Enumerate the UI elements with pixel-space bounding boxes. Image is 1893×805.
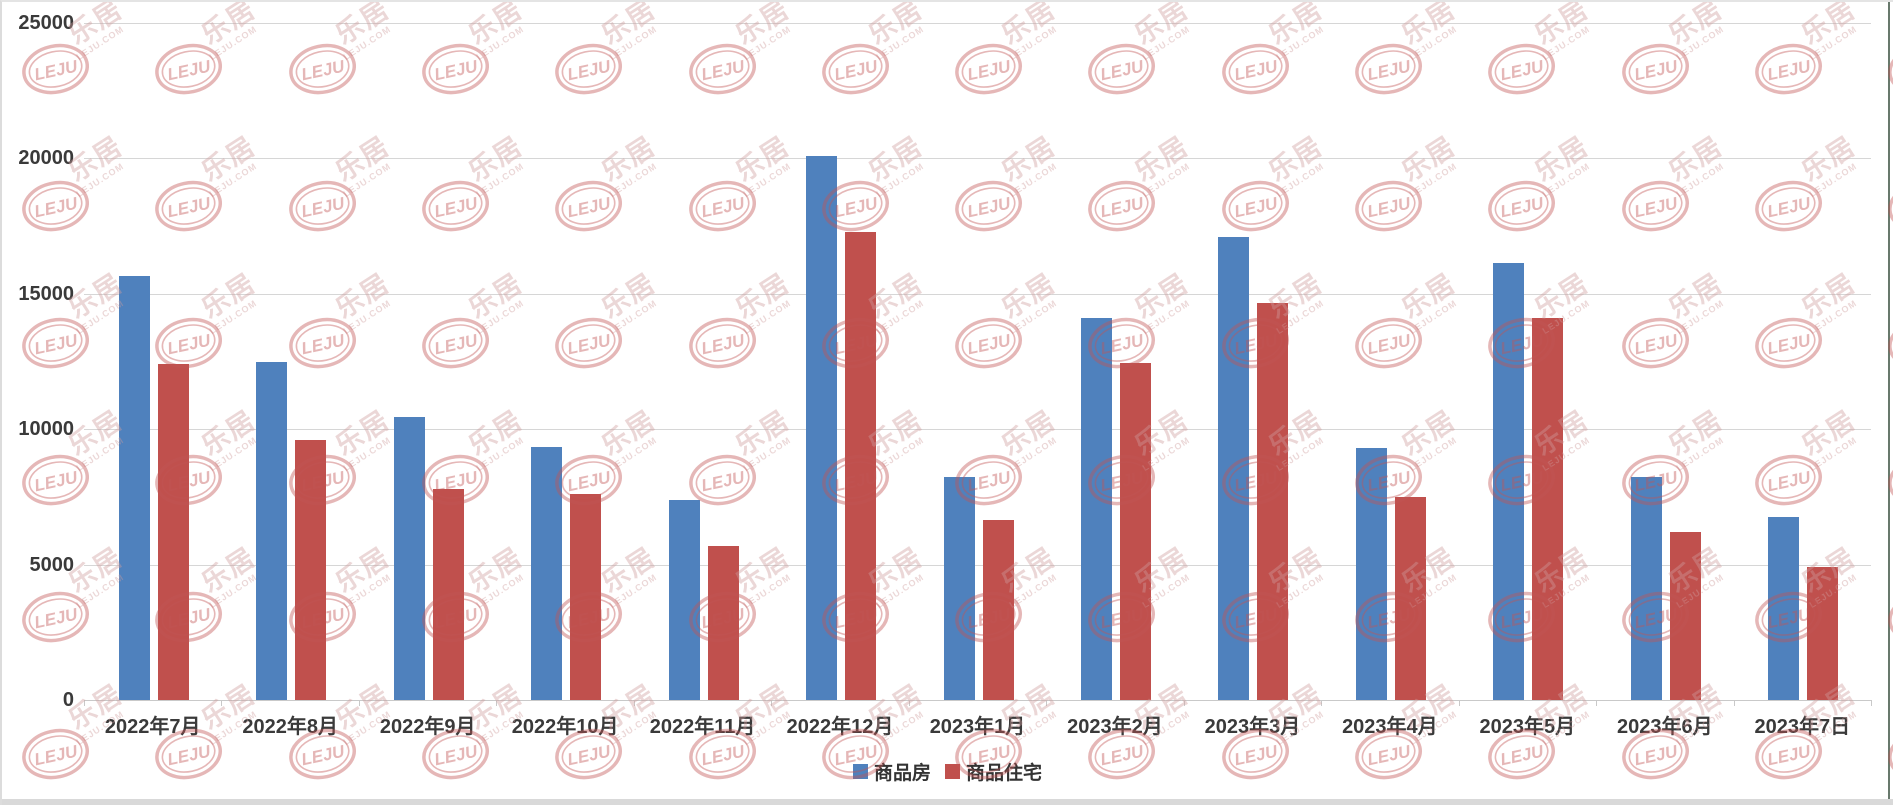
bar-商品房-2023年6月[interactable] xyxy=(1630,476,1662,700)
y-tick-label-15000: 15000 xyxy=(18,282,74,305)
gridline-15000 xyxy=(84,293,1871,295)
gridline-20000 xyxy=(84,158,1871,160)
svg-text:LEJU: LEJU xyxy=(33,605,80,633)
x-axis-tick xyxy=(1183,700,1185,706)
svg-text:LEJU: LEJU xyxy=(33,57,80,85)
bar-商品房-2023年4月[interactable] xyxy=(1355,448,1387,700)
y-tick-label-10000: 10000 xyxy=(18,418,74,441)
x-axis-tick xyxy=(633,700,635,706)
bar-商品住宅-2023年2月[interactable] xyxy=(1119,362,1151,700)
x-axis-tick xyxy=(1596,700,1598,706)
x-tick-label-2022年12月: 2022年12月 xyxy=(786,716,894,738)
gridline-0 xyxy=(84,700,1871,701)
bar-商品住宅-2023年4月[interactable] xyxy=(1394,496,1426,700)
bar-商品房-2023年3月[interactable] xyxy=(1218,236,1250,700)
chart-legend: 商品房 商品住宅 xyxy=(2,758,1893,785)
svg-text:LEJU: LEJU xyxy=(33,468,80,496)
x-tick-label-2023年6月: 2023年6月 xyxy=(1616,716,1713,738)
leju-logo-icon: LEJU xyxy=(1881,446,1893,518)
bar-商品房-2022年12月[interactable] xyxy=(806,155,838,700)
bar-商品住宅-2022年11月[interactable] xyxy=(707,545,739,700)
bar-商品房-2022年8月[interactable] xyxy=(256,361,288,700)
x-tick-label-2022年7月: 2022年7月 xyxy=(104,716,201,738)
leju-logo-icon: LEJU xyxy=(1881,309,1893,381)
legend-item-商品房[interactable]: 商品房 xyxy=(852,758,931,785)
bar-商品房-2023年5月[interactable] xyxy=(1493,262,1525,700)
bar-商品住宅-2022年7月[interactable] xyxy=(157,364,189,700)
bar-商品房-2023年1月[interactable] xyxy=(943,476,975,700)
bar-商品住宅-2022年9月[interactable] xyxy=(432,488,464,700)
x-tick-label-2023年3月: 2023年3月 xyxy=(1204,716,1301,738)
x-axis-tick xyxy=(221,700,223,706)
bar-商品住宅-2022年10月[interactable] xyxy=(570,494,602,700)
x-axis-tick xyxy=(908,700,910,706)
bar-商品住宅-2023年5月[interactable] xyxy=(1532,318,1564,700)
bar-商品房-2022年11月[interactable] xyxy=(668,499,700,700)
legend-swatch-icon xyxy=(945,764,960,779)
y-tick-label-25000: 25000 xyxy=(18,12,74,34)
x-tick-label-2022年8月: 2022年8月 xyxy=(242,716,338,738)
bar-商品住宅-2022年8月[interactable] xyxy=(295,440,327,700)
bar-商品住宅-2023年6月[interactable] xyxy=(1669,532,1701,700)
bar-商品住宅-2023年3月[interactable] xyxy=(1257,303,1289,700)
legend-label: 商品房 xyxy=(873,763,931,784)
legend-swatch-icon xyxy=(852,764,868,779)
bar-商品房-2022年7月[interactable] xyxy=(118,276,150,700)
y-tick-label-5000: 5000 xyxy=(29,553,75,576)
bar-商品住宅-2022年12月[interactable] xyxy=(845,231,877,700)
x-axis-tick xyxy=(84,700,85,706)
y-tick-label-20000: 20000 xyxy=(18,147,74,170)
x-axis-tick xyxy=(358,700,360,706)
x-tick-label-2022年11月: 2022年11月 xyxy=(649,716,756,738)
x-axis-tick xyxy=(1046,700,1048,706)
x-tick-label-2023年5月: 2023年5月 xyxy=(1479,716,1576,738)
bar-商品住宅-2023年1月[interactable] xyxy=(982,519,1014,700)
bar-商品住宅-2023年7日[interactable] xyxy=(1807,567,1839,700)
leju-logo-icon: LEJU xyxy=(1881,172,1893,244)
x-tick-label-2023年4月: 2023年4月 xyxy=(1342,716,1438,738)
legend-item-商品住宅[interactable]: 商品住宅 xyxy=(945,758,1042,785)
svg-text:LEJU: LEJU xyxy=(33,331,80,359)
leju-logo-icon: LEJU xyxy=(1881,35,1893,107)
x-axis-tick xyxy=(1733,700,1735,706)
bar-商品房-2022年10月[interactable] xyxy=(531,446,563,700)
x-tick-label-2022年10月: 2022年10月 xyxy=(511,716,619,738)
bar-商品房-2023年2月[interactable] xyxy=(1080,318,1112,700)
bar-商品房-2023年7日[interactable] xyxy=(1768,517,1800,700)
x-axis-tick xyxy=(1871,700,1872,706)
leju-logo-icon: LEJU xyxy=(1881,583,1893,655)
window-bottom-edge xyxy=(2,799,1893,805)
x-tick-label-2023年1月: 2023年1月 xyxy=(929,716,1026,738)
x-tick-label-2023年7日: 2023年7日 xyxy=(1754,716,1851,738)
x-axis-tick xyxy=(1321,700,1323,706)
x-axis-tick xyxy=(771,700,773,706)
plot-area xyxy=(84,23,1871,701)
bar-商品房-2022年9月[interactable] xyxy=(393,417,425,700)
x-tick-label-2023年2月: 2023年2月 xyxy=(1067,716,1163,738)
x-axis-tick xyxy=(1458,700,1460,706)
gridline-25000 xyxy=(84,23,1871,24)
x-tick-label-2022年9月: 2022年9月 xyxy=(379,716,476,738)
y-tick-label-0: 0 xyxy=(62,689,74,711)
gridline-5000 xyxy=(84,564,1871,566)
legend-label: 商品住宅 xyxy=(966,763,1043,784)
svg-text:LEJU: LEJU xyxy=(33,194,80,222)
window-right-edge xyxy=(1888,2,1890,805)
gridline-10000 xyxy=(84,429,1871,431)
x-axis-tick xyxy=(496,700,498,706)
